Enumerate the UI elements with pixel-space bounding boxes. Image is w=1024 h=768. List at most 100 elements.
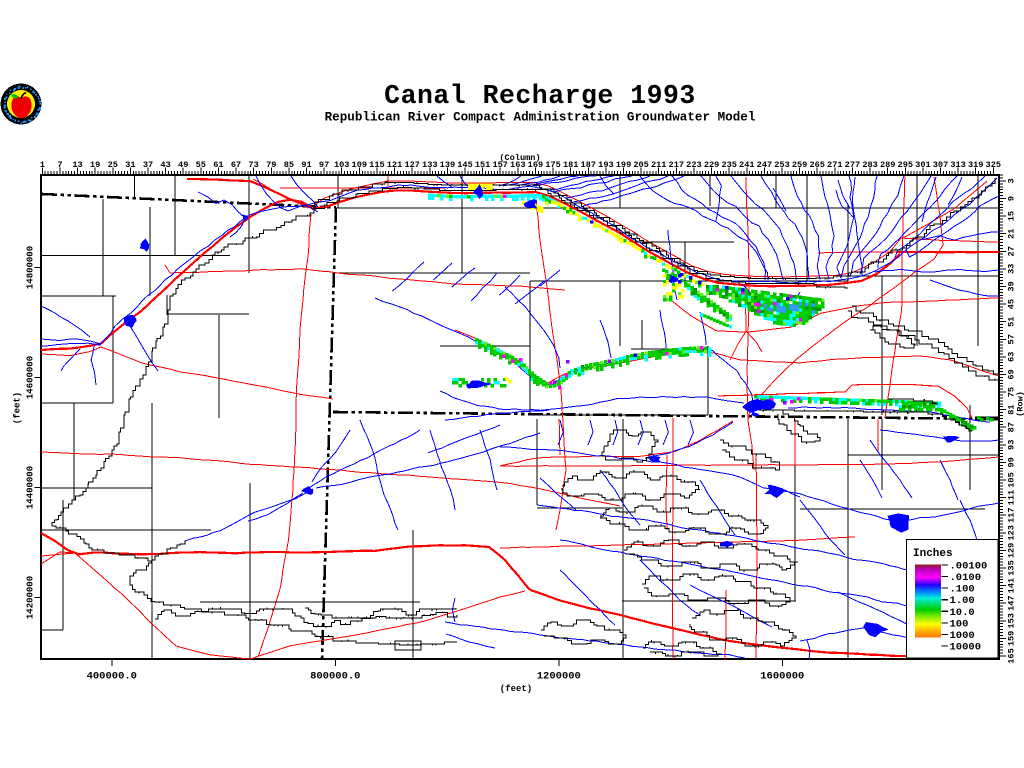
svg-text:15: 15 bbox=[1007, 211, 1017, 221]
svg-text:Inches: Inches bbox=[913, 548, 953, 560]
svg-text:283: 283 bbox=[862, 160, 877, 170]
svg-text:3: 3 bbox=[1007, 178, 1017, 183]
svg-text:100: 100 bbox=[950, 618, 969, 630]
svg-text:79: 79 bbox=[266, 160, 276, 170]
svg-text:73: 73 bbox=[248, 160, 258, 170]
svg-text:217: 217 bbox=[669, 160, 684, 170]
svg-text:99: 99 bbox=[1007, 457, 1017, 467]
svg-text:27: 27 bbox=[1007, 246, 1017, 256]
svg-text:31: 31 bbox=[125, 160, 135, 170]
svg-text:(Column): (Column) bbox=[499, 153, 540, 163]
svg-text:141: 141 bbox=[1007, 578, 1017, 593]
svg-text:1.00: 1.00 bbox=[950, 595, 975, 607]
svg-text:91: 91 bbox=[301, 160, 311, 170]
svg-text:103: 103 bbox=[334, 160, 349, 170]
svg-text:14600000: 14600000 bbox=[26, 356, 36, 399]
svg-text:313: 313 bbox=[950, 160, 965, 170]
svg-text:301: 301 bbox=[915, 160, 930, 170]
svg-text:259: 259 bbox=[792, 160, 807, 170]
svg-text:307: 307 bbox=[933, 160, 948, 170]
svg-text:10.0: 10.0 bbox=[950, 607, 975, 619]
svg-text:253: 253 bbox=[774, 160, 789, 170]
svg-text:.0100: .0100 bbox=[950, 572, 982, 584]
svg-text:289: 289 bbox=[880, 160, 895, 170]
svg-text:39: 39 bbox=[1007, 281, 1017, 291]
svg-text:63: 63 bbox=[1007, 352, 1017, 362]
svg-text:169: 169 bbox=[528, 160, 543, 170]
svg-text:211: 211 bbox=[651, 160, 666, 170]
svg-text:1200000: 1200000 bbox=[537, 671, 581, 683]
svg-text:325: 325 bbox=[986, 160, 1001, 170]
svg-text:121: 121 bbox=[387, 160, 402, 170]
svg-text:Republican River Compact Admin: Republican River Compact Administration … bbox=[325, 111, 756, 125]
svg-text:81: 81 bbox=[1007, 404, 1017, 414]
svg-text:157: 157 bbox=[492, 160, 507, 170]
svg-text:97: 97 bbox=[319, 160, 329, 170]
svg-text:1000: 1000 bbox=[950, 630, 975, 642]
svg-text:163: 163 bbox=[510, 160, 525, 170]
svg-text:(feet): (feet) bbox=[13, 392, 23, 424]
svg-text:159: 159 bbox=[1007, 631, 1017, 646]
svg-text:800000.0: 800000.0 bbox=[310, 671, 360, 683]
svg-text:13: 13 bbox=[72, 160, 82, 170]
svg-text:14800000: 14800000 bbox=[26, 246, 36, 289]
svg-text:181: 181 bbox=[563, 160, 578, 170]
svg-text:193: 193 bbox=[598, 160, 613, 170]
svg-text:75: 75 bbox=[1007, 387, 1017, 397]
svg-text:Canal Recharge 1993: Canal Recharge 1993 bbox=[384, 81, 696, 111]
svg-text:49: 49 bbox=[178, 160, 188, 170]
svg-text:109: 109 bbox=[352, 160, 367, 170]
svg-text:21: 21 bbox=[1007, 229, 1017, 239]
svg-text:14200000: 14200000 bbox=[26, 576, 36, 619]
svg-text:127: 127 bbox=[404, 160, 419, 170]
svg-text:85: 85 bbox=[284, 160, 294, 170]
svg-text:123: 123 bbox=[1007, 525, 1017, 540]
svg-text:14400000: 14400000 bbox=[26, 466, 36, 509]
svg-text:175: 175 bbox=[545, 160, 560, 170]
svg-text:223: 223 bbox=[686, 160, 701, 170]
svg-text:145: 145 bbox=[457, 160, 472, 170]
svg-text:37: 37 bbox=[143, 160, 153, 170]
svg-text:277: 277 bbox=[845, 160, 860, 170]
svg-text:1: 1 bbox=[40, 160, 45, 170]
svg-text:147: 147 bbox=[1007, 595, 1017, 610]
svg-text:51: 51 bbox=[1007, 317, 1017, 327]
svg-text:(feet): (feet) bbox=[500, 684, 532, 694]
svg-text:235: 235 bbox=[721, 160, 736, 170]
svg-text:10000: 10000 bbox=[950, 642, 982, 654]
svg-text:271: 271 bbox=[827, 160, 842, 170]
svg-text:295: 295 bbox=[898, 160, 913, 170]
svg-text:319: 319 bbox=[968, 160, 983, 170]
svg-text:1600000: 1600000 bbox=[760, 671, 804, 683]
svg-text:400000.0: 400000.0 bbox=[87, 671, 137, 683]
svg-text:19: 19 bbox=[90, 160, 100, 170]
svg-text:229: 229 bbox=[704, 160, 719, 170]
svg-text:57: 57 bbox=[1007, 334, 1017, 344]
svg-text:43: 43 bbox=[160, 160, 170, 170]
svg-text:7: 7 bbox=[57, 160, 62, 170]
svg-text:(Row): (Row) bbox=[1016, 391, 1024, 417]
svg-text:55: 55 bbox=[196, 160, 206, 170]
svg-text:187: 187 bbox=[581, 160, 596, 170]
svg-text:105: 105 bbox=[1007, 472, 1017, 487]
svg-text:67: 67 bbox=[231, 160, 241, 170]
svg-text:265: 265 bbox=[809, 160, 824, 170]
svg-text:115: 115 bbox=[369, 160, 384, 170]
svg-text:9: 9 bbox=[1007, 196, 1017, 201]
svg-text:61: 61 bbox=[213, 160, 223, 170]
svg-text:241: 241 bbox=[739, 160, 754, 170]
svg-text:45: 45 bbox=[1007, 299, 1017, 309]
svg-text:.00100: .00100 bbox=[950, 561, 988, 573]
svg-text:205: 205 bbox=[633, 160, 648, 170]
svg-text:139: 139 bbox=[440, 160, 455, 170]
svg-text:133: 133 bbox=[422, 160, 437, 170]
svg-text:165: 165 bbox=[1007, 648, 1017, 663]
svg-text:111: 111 bbox=[1007, 490, 1017, 505]
svg-text:135: 135 bbox=[1007, 560, 1017, 575]
svg-text:247: 247 bbox=[757, 160, 772, 170]
svg-text:199: 199 bbox=[616, 160, 631, 170]
svg-text:153: 153 bbox=[1007, 613, 1017, 628]
svg-text:.100: .100 bbox=[950, 584, 975, 596]
svg-text:117: 117 bbox=[1007, 507, 1017, 522]
svg-text:87: 87 bbox=[1007, 422, 1017, 432]
